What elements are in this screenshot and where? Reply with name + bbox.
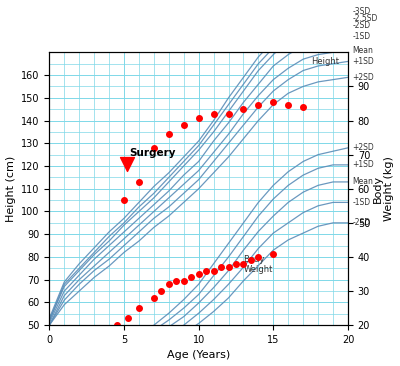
Point xyxy=(285,102,292,108)
Point xyxy=(136,179,142,185)
Point xyxy=(255,102,262,108)
Point xyxy=(124,161,130,167)
Point xyxy=(121,197,127,203)
Point xyxy=(300,104,306,110)
Point xyxy=(240,106,247,112)
Point xyxy=(240,261,247,267)
Text: Mean: Mean xyxy=(352,178,373,186)
Text: Surgery: Surgery xyxy=(129,148,176,158)
Text: -2.5SD: -2.5SD xyxy=(352,14,378,23)
Point xyxy=(210,111,217,117)
Text: -2SD: -2SD xyxy=(352,219,370,227)
Point xyxy=(225,264,232,270)
Point xyxy=(173,278,180,284)
Text: Height: Height xyxy=(311,57,339,66)
Point xyxy=(188,274,194,280)
Text: +2SD: +2SD xyxy=(352,143,374,152)
X-axis label: Age (Years): Age (Years) xyxy=(167,350,230,361)
Text: -1SD: -1SD xyxy=(352,32,370,41)
Text: Body
Weight: Body Weight xyxy=(244,255,273,274)
Point xyxy=(180,122,187,128)
Point xyxy=(166,131,172,137)
Point xyxy=(151,295,157,301)
Point xyxy=(225,111,232,117)
Point xyxy=(270,100,276,105)
Text: -1SD: -1SD xyxy=(352,198,370,207)
Text: -3SD: -3SD xyxy=(352,7,371,16)
Text: +1SD: +1SD xyxy=(352,57,374,66)
Y-axis label: Height (cm): Height (cm) xyxy=(6,156,16,222)
Point xyxy=(166,281,172,287)
Y-axis label: Body
Weight (kg): Body Weight (kg) xyxy=(373,156,394,221)
Point xyxy=(151,145,157,151)
Point xyxy=(125,315,132,321)
Point xyxy=(196,271,202,277)
Point xyxy=(248,257,254,263)
Point xyxy=(203,268,209,273)
Text: +1SD: +1SD xyxy=(352,160,374,169)
Point xyxy=(210,268,217,273)
Text: +2SD: +2SD xyxy=(352,73,374,82)
Point xyxy=(196,115,202,121)
Point xyxy=(113,322,120,328)
Point xyxy=(180,278,187,284)
Point xyxy=(255,254,262,260)
Text: -2SD: -2SD xyxy=(352,20,370,30)
Point xyxy=(218,264,224,270)
Point xyxy=(270,251,276,257)
Point xyxy=(136,305,142,311)
Text: Mean: Mean xyxy=(352,45,373,55)
Point xyxy=(158,288,164,294)
Point xyxy=(233,261,239,267)
